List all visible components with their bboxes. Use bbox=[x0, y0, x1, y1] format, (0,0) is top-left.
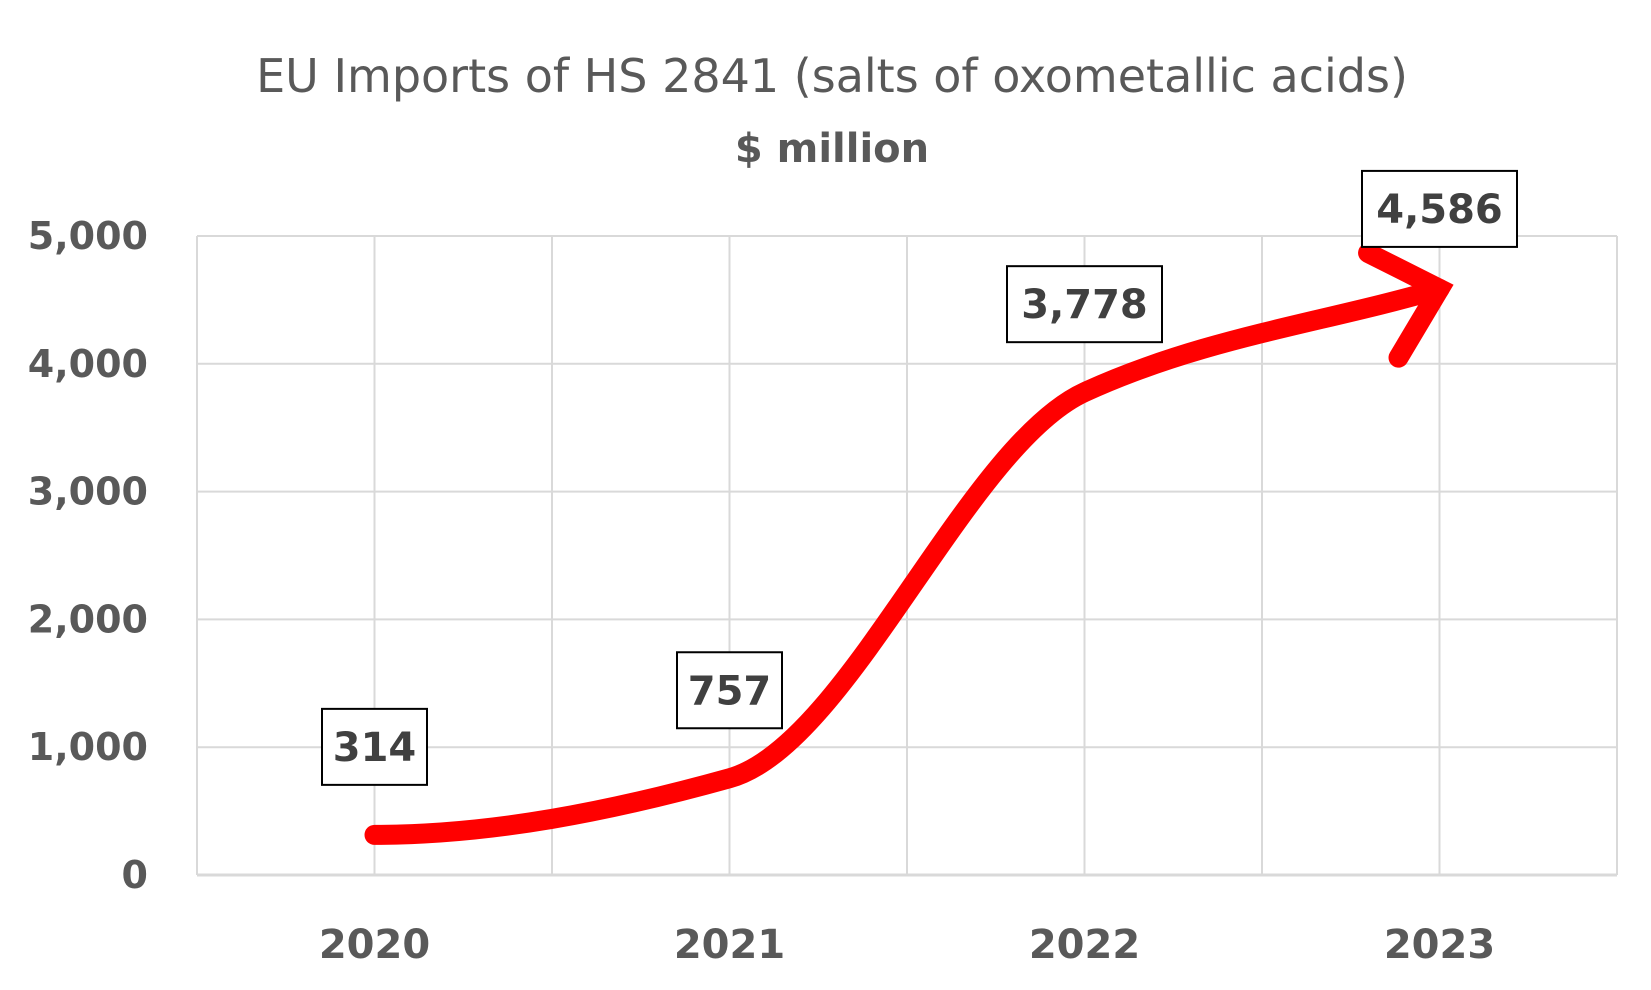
data-label-3: 4,586 bbox=[1361, 169, 1518, 248]
data-label-text: 3,778 bbox=[1021, 282, 1148, 328]
series-line bbox=[364, 278, 1450, 845]
y-tick-label-1: 1,000 bbox=[28, 725, 148, 769]
chart-title: EU Imports of HS 2841 (salts of oxometal… bbox=[256, 49, 1408, 103]
x-tick-label-1: 2021 bbox=[674, 922, 785, 968]
data-label-box bbox=[321, 707, 428, 786]
data-label-text: 757 bbox=[688, 668, 772, 714]
y-tick-label-4: 4,000 bbox=[28, 342, 148, 386]
x-tick-label-0: 2020 bbox=[319, 922, 430, 968]
y-tick-label-3: 3,000 bbox=[28, 470, 148, 514]
y-axis-ticks: 0 1,000 2,000 3,000 4,000 5,000 bbox=[28, 214, 148, 897]
data-label-box bbox=[676, 651, 783, 730]
x-tick-label-3: 2023 bbox=[1384, 922, 1495, 968]
data-label-0: 314 bbox=[321, 707, 428, 786]
data-label-1: 757 bbox=[676, 651, 783, 730]
data-label-text: 4,586 bbox=[1376, 187, 1503, 233]
data-label-box bbox=[1361, 169, 1518, 248]
data-label-2: 3,778 bbox=[1006, 265, 1163, 344]
data-label-box bbox=[1006, 265, 1163, 344]
chart-subtitle: $ million bbox=[735, 126, 929, 172]
x-tick-label-2: 2022 bbox=[1029, 922, 1140, 968]
y-tick-label-0: 0 bbox=[122, 853, 148, 897]
series-arrowhead bbox=[1358, 242, 1454, 368]
series-line-group bbox=[364, 242, 1454, 845]
x-axis-ticks: 2020 2021 2022 2023 bbox=[319, 922, 1495, 968]
data-labels: 314 757 3,778 4,586 bbox=[321, 169, 1518, 786]
data-label-text: 314 bbox=[333, 725, 417, 771]
y-tick-label-5: 5,000 bbox=[28, 214, 148, 258]
y-tick-label-2: 2,000 bbox=[28, 597, 148, 641]
